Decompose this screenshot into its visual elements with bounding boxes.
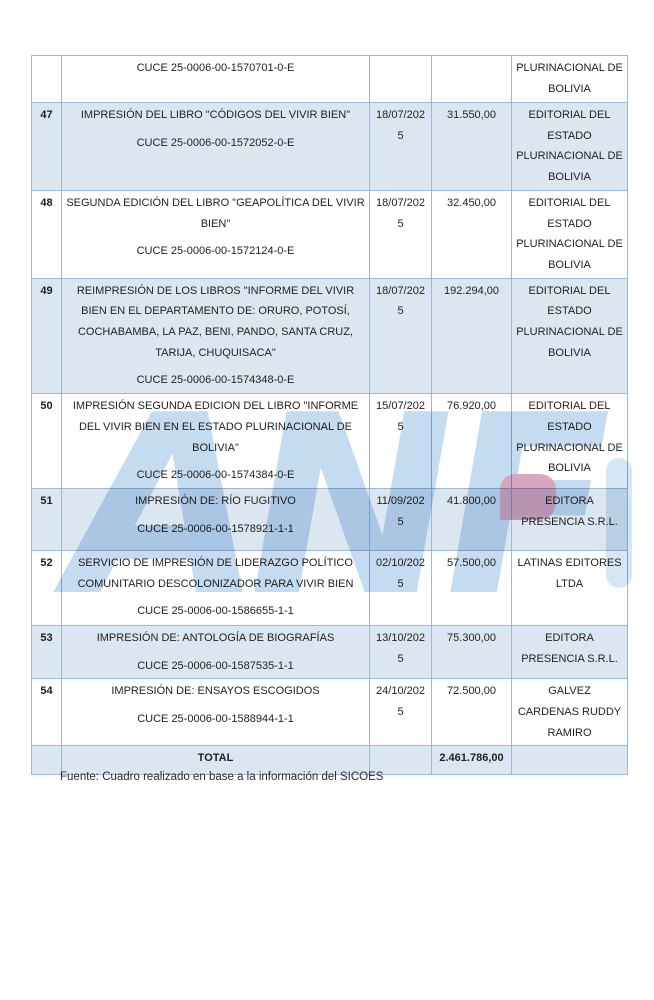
date-cell: 18/07/2025 xyxy=(369,102,432,191)
cuce-code: CUCE 25-0006-00-1572124-0-E xyxy=(136,245,295,258)
amount-cell: 31.550,00 xyxy=(431,102,512,191)
editorial-cell: EDITORIAL DEL ESTADO PLURINACIONAL DE BO… xyxy=(511,189,628,279)
editorial-cell: EDITORIAL DEL ESTADO PLURINACIONAL DE BO… xyxy=(511,102,628,191)
contract-description: IMPRESIÓN DEL LIBRO "CÓDIGOS DEL VIVIR B… xyxy=(80,109,351,121)
contract-description: REIMPRESIÓN DE LOS LIBROS "INFORME DEL V… xyxy=(76,284,355,359)
description-cell: IMPRESIÓN DEL LIBRO "CÓDIGOS DEL VIVIR B… xyxy=(61,102,370,191)
description-cell: IMPRESIÓN DE: RÍO FUGITIVO CUCE 25-0006-… xyxy=(61,487,370,551)
date-cell: 02/10/2025 xyxy=(369,549,432,626)
amount-cell: 72.500,00 xyxy=(431,678,512,747)
editorial-cell: LATINAS EDITORES LTDA xyxy=(511,549,628,626)
cuce-code: CUCE 25-0006-00-1574384-0-E xyxy=(136,469,295,482)
date-cell: 13/10/2025 xyxy=(369,624,432,680)
date-cell: 24/10/2025 xyxy=(369,678,432,747)
description-cell: IMPRESIÓN SEGUNDA EDICION DEL LIBRO "INF… xyxy=(61,393,370,489)
cuce-code: CUCE 25-0006-00-1578921-1-1 xyxy=(137,522,294,535)
cuce-code: CUCE 25-0006-00-1587535-1-1 xyxy=(137,659,294,672)
cuce-code: CUCE 25-0006-00-1586655-1-1 xyxy=(137,605,294,618)
date-cell xyxy=(369,745,432,776)
table-row-48: 48 SEGUNDA EDICIÓN DEL LIBRO "GEAPOLÍTIC… xyxy=(31,189,628,279)
amount-cell: 76.920,00 xyxy=(431,393,512,489)
table-row-51: 51 IMPRESIÓN DE: RÍO FUGITIVO CUCE 25-00… xyxy=(31,487,628,551)
description-cell: IMPRESIÓN DE: ENSAYOS ESCOGIDOS CUCE 25-… xyxy=(61,678,370,747)
description-cell: REIMPRESIÓN DE LOS LIBROS "INFORME DEL V… xyxy=(61,277,370,395)
contracts-table: CUCE 25-0006-00-1570701-0-E PLURINACIONA… xyxy=(31,55,628,776)
contract-description: IMPRESIÓN SEGUNDA EDICION DEL LIBRO "INF… xyxy=(72,400,359,454)
row-number-cell: 54 xyxy=(31,678,62,747)
row-number-cell: 52 xyxy=(31,549,62,626)
row-number-cell: 53 xyxy=(31,624,62,680)
table-row-52: 52 SERVICIO DE IMPRESIÓN DE LIDERAZGO PO… xyxy=(31,549,628,626)
table-row-54: 54 IMPRESIÓN DE: ENSAYOS ESCOGIDOS CUCE … xyxy=(31,678,628,747)
date-cell: 18/07/2025 xyxy=(369,189,432,279)
row-number-cell xyxy=(31,745,62,776)
editorial-cell: EDITORIAL DEL ESTADO PLURINACIONAL DE BO… xyxy=(511,277,628,395)
table-row-49: 49 REIMPRESIÓN DE LOS LIBROS "INFORME DE… xyxy=(31,277,628,395)
amount-cell: 75.300,00 xyxy=(431,624,512,680)
cuce-code: CUCE 25-0006-00-1572052-0-E xyxy=(136,136,295,149)
cuce-code: CUCE 25-0006-00-1588944-1-1 xyxy=(137,713,294,726)
description-cell: SERVICIO DE IMPRESIÓN DE LIDERAZGO POLÍT… xyxy=(61,549,370,626)
editorial-cell: EDITORA PRESENCIA S.R.L. xyxy=(511,624,628,680)
description-cell: IMPRESIÓN DE: ANTOLOGÍA DE BIOGRAFÍAS CU… xyxy=(61,624,370,680)
table-row-50: 50 IMPRESIÓN SEGUNDA EDICION DEL LIBRO "… xyxy=(31,393,628,489)
amount-cell: 41.800,00 xyxy=(431,487,512,551)
table-row-continued: CUCE 25-0006-00-1570701-0-E PLURINACIONA… xyxy=(31,55,628,103)
editorial-cell: PLURINACIONAL DE BOLIVIA xyxy=(511,55,628,103)
contract-description: IMPRESIÓN DE: ANTOLOGÍA DE BIOGRAFÍAS xyxy=(96,631,335,644)
table-row-53: 53 IMPRESIÓN DE: ANTOLOGÍA DE BIOGRAFÍAS… xyxy=(31,624,628,680)
row-number-cell xyxy=(31,55,62,103)
row-number-cell: 49 xyxy=(31,277,62,395)
cuce-code: CUCE 25-0006-00-1570701-0-E xyxy=(136,62,295,74)
date-cell: 11/09/2025 xyxy=(369,487,432,551)
description-cell: CUCE 25-0006-00-1570701-0-E xyxy=(61,55,370,103)
amount-cell xyxy=(431,55,512,103)
row-number-cell: 48 xyxy=(31,189,62,279)
editorial-cell xyxy=(511,745,628,776)
amount-cell: 57.500,00 xyxy=(431,549,512,626)
date-cell: 18/07/2025 xyxy=(369,277,432,395)
contract-description: SERVICIO DE IMPRESIÓN DE LIDERAZGO POLÍT… xyxy=(77,556,354,590)
total-row: TOTAL 2.461.786,00 xyxy=(31,745,628,776)
editorial-cell: GALVEZ CARDENAS RUDDY RAMIRO xyxy=(511,678,628,747)
contract-description: IMPRESIÓN DE: ENSAYOS ESCOGIDOS xyxy=(111,685,320,698)
contract-description: IMPRESIÓN DE: RÍO FUGITIVO xyxy=(135,494,296,507)
editorial-cell: EDITORA PRESENCIA S.R.L. xyxy=(511,487,628,551)
contract-description: SEGUNDA EDICIÓN DEL LIBRO "GEAPOLÍTICA D… xyxy=(66,196,365,230)
date-cell: 15/07/2025 xyxy=(369,393,432,489)
date-cell xyxy=(369,55,432,103)
row-number-cell: 47 xyxy=(31,102,62,191)
table-row-47: 47 IMPRESIÓN DEL LIBRO "CÓDIGOS DEL VIVI… xyxy=(31,102,628,191)
total-label: TOTAL xyxy=(61,745,370,776)
editorial-cell: EDITORIAL DEL ESTADO PLURINACIONAL DE BO… xyxy=(511,393,628,489)
amount-cell: 192.294,00 xyxy=(431,277,512,395)
amount-cell: 32.450,00 xyxy=(431,189,512,279)
row-number-cell: 51 xyxy=(31,487,62,551)
total-amount: 2.461.786,00 xyxy=(431,745,512,776)
cuce-code: CUCE 25-0006-00-1574348-0-E xyxy=(136,374,295,387)
row-number-cell: 50 xyxy=(31,393,62,489)
description-cell: SEGUNDA EDICIÓN DEL LIBRO "GEAPOLÍTICA D… xyxy=(61,189,370,279)
source-note: Fuente: Cuadro realizado en base a la in… xyxy=(60,771,384,783)
